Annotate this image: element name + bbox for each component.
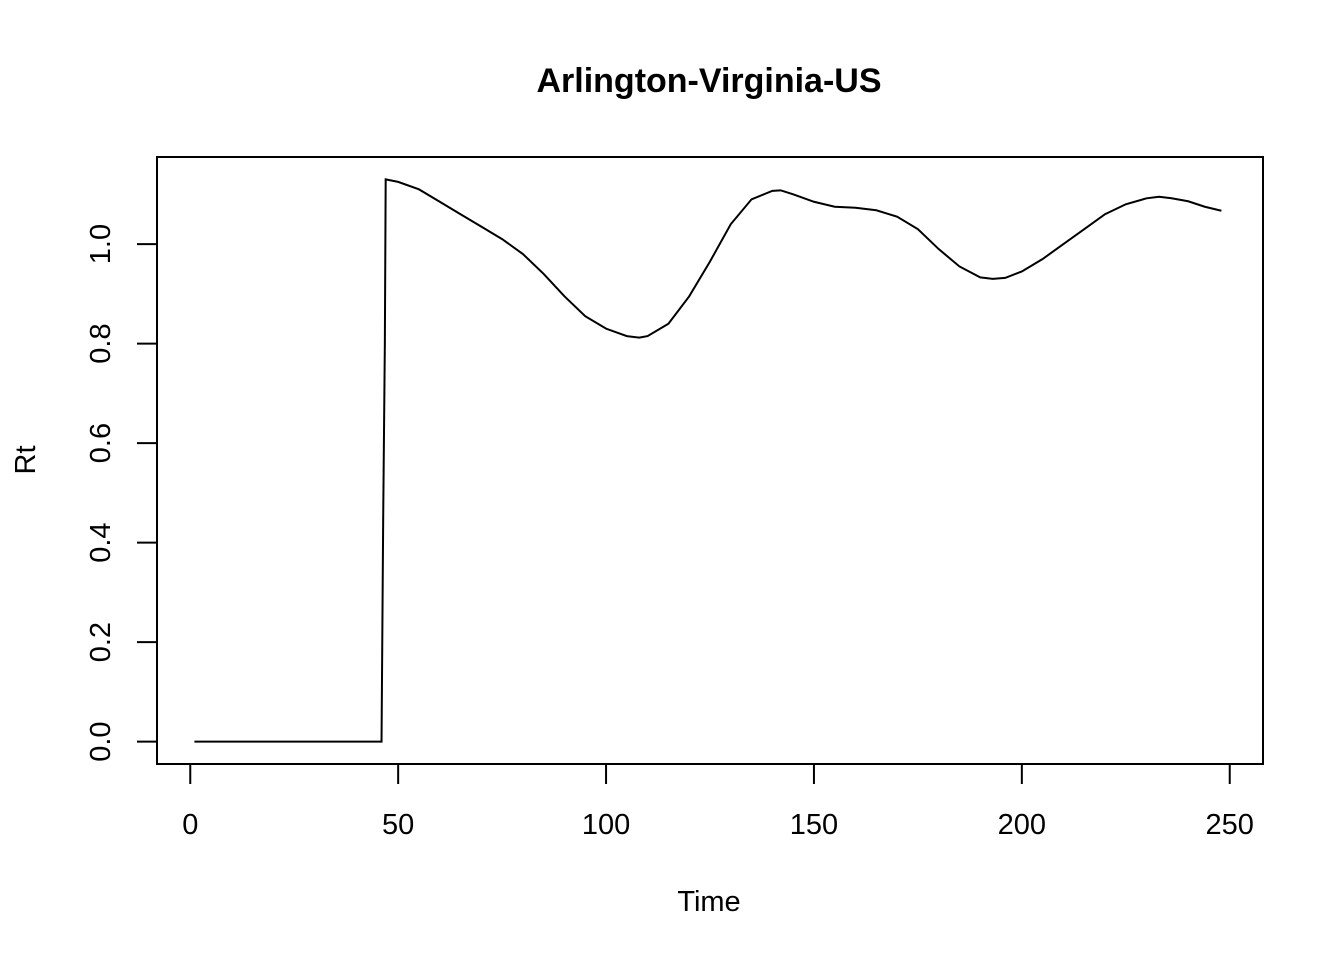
x-tick-label: 150 (790, 809, 838, 841)
y-tick-label: 0.4 (85, 522, 117, 562)
series-line-rt (194, 178, 1222, 743)
y-tick-label: 1.0 (85, 224, 117, 264)
y-tick-label: 0.2 (85, 622, 117, 662)
y-axis: 0.0 0.2 0.4 0.6 0.8 1.0 (85, 224, 158, 762)
x-tick-label: 0 (182, 809, 198, 841)
y-tick-label: 0.8 (85, 323, 117, 363)
plot-frame (156, 156, 1264, 765)
x-tick-label: 200 (998, 809, 1046, 841)
series-layer (194, 178, 1222, 743)
x-tick-label: 50 (382, 809, 414, 841)
x-axis: 0 50 100 150 200 250 (182, 763, 1254, 841)
x-axis-label: Time (677, 886, 740, 918)
chart-title: Arlington-Virginia-US (536, 62, 881, 100)
y-tick-label: 0.0 (85, 721, 117, 761)
x-tick-label: 250 (1206, 809, 1254, 841)
x-tick-label: 100 (582, 809, 630, 841)
y-axis-label: Rt (10, 446, 42, 475)
y-tick-label: 0.6 (85, 423, 117, 463)
